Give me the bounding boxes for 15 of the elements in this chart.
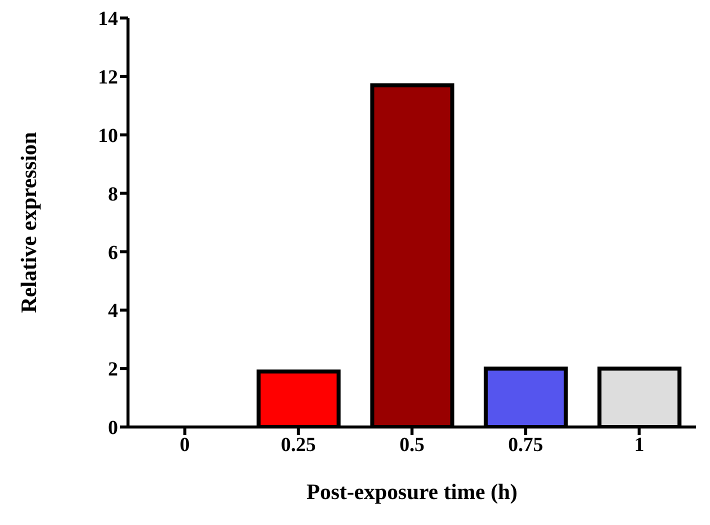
- y-tick-label: 14: [98, 8, 118, 30]
- y-tick-label: 8: [108, 183, 118, 206]
- y-tick-label: 10: [98, 124, 118, 147]
- y-tick-label: 12: [98, 66, 118, 89]
- x-tick-label: 0: [180, 434, 190, 456]
- y-tick-label: 6: [108, 242, 118, 264]
- x-tick-label: 1: [634, 434, 644, 456]
- x-tick-label: 0.75: [508, 434, 544, 456]
- y-tick-label: 4: [108, 300, 118, 322]
- y-axis-title: Relative expression: [16, 132, 41, 314]
- y-tick-label: 2: [108, 358, 118, 381]
- x-axis-title: Post-exposure time (h): [306, 479, 518, 504]
- x-tick-label: 0.25: [280, 434, 316, 456]
- y-tick-label: 0: [108, 417, 118, 440]
- x-tick-label: 0.5: [400, 434, 424, 456]
